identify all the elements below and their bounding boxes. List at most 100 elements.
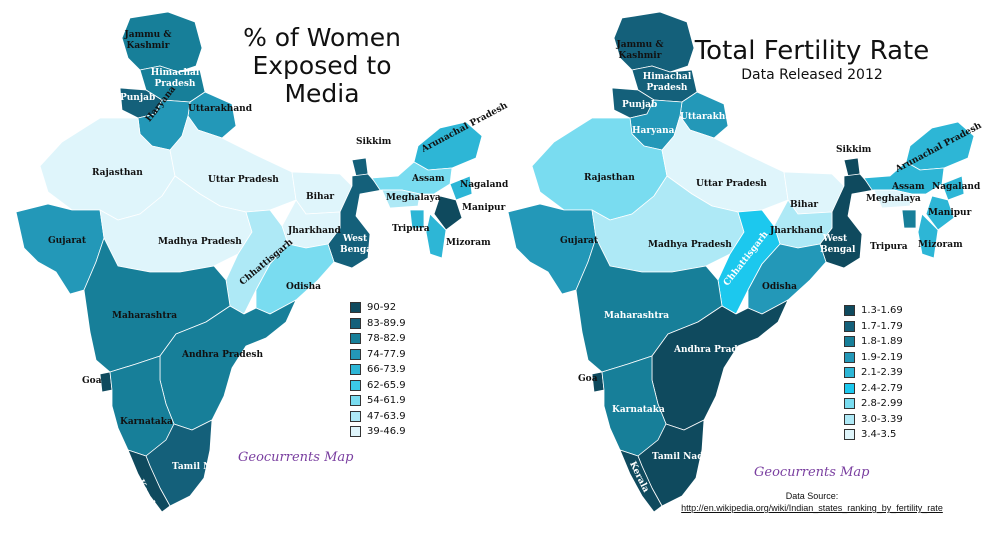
label-sk: Sikkim (356, 137, 392, 147)
state-cg (225, 209, 289, 315)
legend-swatch (350, 410, 361, 422)
label-mz: Mizoram (918, 240, 963, 250)
label-ap: Andhra Pradesh (674, 345, 756, 355)
label-uk: Uttarakhand (680, 112, 745, 122)
label-jh: Jharkhand (288, 226, 341, 236)
label-tr: Tripura (392, 224, 430, 234)
legend-item: 2.4-2.79 (844, 381, 903, 397)
label-tn: Tamil Nadu (652, 452, 711, 462)
state-mz (425, 213, 447, 259)
fertility-rate-map: Total Fertility Rate Data Released 2012 … (492, 0, 984, 542)
label-jh: Jharkhand (770, 226, 823, 236)
legend-swatch (844, 367, 855, 379)
legend-swatch (350, 317, 361, 329)
label-ga: Goa (82, 376, 102, 386)
state-mz (917, 213, 939, 259)
label-mz: Mizoram (446, 238, 491, 248)
state-ml (381, 189, 421, 209)
map-legend: 90-92 83-89.9 78-82.9 74-77.9 66-73.9 62-65.9… (350, 300, 406, 440)
label-hp: Himachal Pradesh (150, 68, 200, 89)
legend-item: 1.8-1.89 (844, 334, 903, 350)
label-gj: Gujarat (48, 236, 87, 246)
label-jk: Jammu & Kashmir (616, 40, 664, 61)
legend-item: 54-61.9 (350, 393, 406, 409)
label-ml: Meghalaya (866, 194, 921, 204)
state-nl (941, 175, 965, 201)
label-as: Assam (892, 182, 925, 192)
label-ap: Andhra Pradesh (182, 350, 264, 360)
legend-swatch (844, 429, 855, 441)
legend-item: 1.7-1.79 (844, 319, 903, 335)
legend-item: 39-46.9 (350, 424, 406, 440)
map-title: Total Fertility Rate (694, 36, 930, 66)
label-wb: West Bengal (820, 234, 856, 255)
label-up: Uttar Pradesh (696, 179, 767, 189)
label-wb: West Bengal (340, 234, 376, 255)
state-tr (409, 209, 425, 229)
legend-label: 1.3-1.69 (861, 305, 903, 317)
label-ga: Goa (578, 374, 598, 384)
legend-item: 90-92 (350, 300, 406, 316)
legend-item: 1.9-2.19 (844, 350, 903, 366)
label-nl: Nagaland (460, 180, 509, 190)
legend-swatch (844, 398, 855, 410)
state-ml (873, 189, 913, 209)
label-gj: Gujarat (560, 236, 599, 246)
label-up: Uttar Pradesh (208, 175, 279, 185)
legend-label: 54-61.9 (367, 395, 406, 407)
legend-label: 78-82.9 (367, 333, 406, 345)
label-mh: Maharashtra (112, 311, 178, 321)
label-mh: Maharashtra (604, 311, 670, 321)
label-br: Bihar (306, 192, 335, 202)
label-od: Odisha (286, 282, 321, 292)
legend-swatch (844, 382, 855, 394)
label-pb: Punjab (622, 100, 658, 110)
legend-item: 66-73.9 (350, 362, 406, 378)
legend-item: 62-65.9 (350, 378, 406, 394)
legend-swatch (350, 379, 361, 391)
label-uk: Uttarakhand (188, 104, 253, 114)
data-source-label: Data Source: (785, 491, 839, 501)
legend-item: 3.0-3.39 (844, 412, 903, 428)
india-states-map (15, 11, 483, 513)
label-ka: Karnataka (612, 405, 665, 415)
state-nl (449, 175, 473, 201)
women-media-map: % of Women Exposed to Media Jammu & Kash… (15, 11, 509, 513)
state-sk (843, 157, 861, 177)
legend-label: 3.0-3.39 (861, 413, 903, 425)
label-pb: Punjab (120, 93, 156, 103)
legend-label: 1.8-1.89 (861, 336, 903, 348)
state-tr (901, 209, 917, 229)
map-title: % of Women Exposed to Media (243, 23, 401, 108)
map-credit: Geocurrents Map (238, 450, 354, 465)
label-nl: Nagaland (932, 182, 981, 192)
legend-item: 47-63.9 (350, 409, 406, 425)
label-rj: Rajasthan (584, 173, 635, 183)
label-rj: Rajasthan (92, 168, 143, 178)
data-source-url[interactable]: http://en.wikipedia.org/wiki/Indian_stat… (681, 503, 943, 513)
legend-label: 1.7-1.79 (861, 320, 903, 332)
india-states-map (507, 11, 975, 513)
map-subtitle: Data Released 2012 (741, 67, 883, 83)
label-tn: Tamil Nadu (172, 462, 231, 472)
map-legend: 1.3-1.69 1.7-1.79 1.8-1.89 1.9-2.19 2.1-2.39… (844, 303, 903, 443)
legend-swatch (350, 364, 361, 376)
legend-swatch (844, 351, 855, 363)
state-kl (619, 449, 663, 513)
label-mp: Madhya Pradesh (158, 237, 242, 247)
legend-label: 66-73.9 (367, 364, 406, 376)
label-od: Odisha (762, 282, 797, 292)
legend-label: 2.8-2.99 (861, 398, 903, 410)
legend-item: 1.3-1.69 (844, 303, 903, 319)
data-source: Data Source: http://en.wikipedia.org/wik… (672, 490, 952, 514)
legend-label: 90-92 (367, 302, 397, 314)
label-hp: Himachal Pradesh (642, 72, 692, 93)
label-br: Bihar (790, 200, 819, 210)
legend-item: 2.8-2.99 (844, 396, 903, 412)
label-ka: Karnataka (120, 417, 173, 427)
state-kl (127, 449, 171, 513)
label-as: Assam (412, 174, 445, 184)
label-mp: Madhya Pradesh (648, 240, 732, 250)
legend-swatch (350, 302, 361, 314)
legend-label: 74-77.9 (367, 348, 406, 360)
